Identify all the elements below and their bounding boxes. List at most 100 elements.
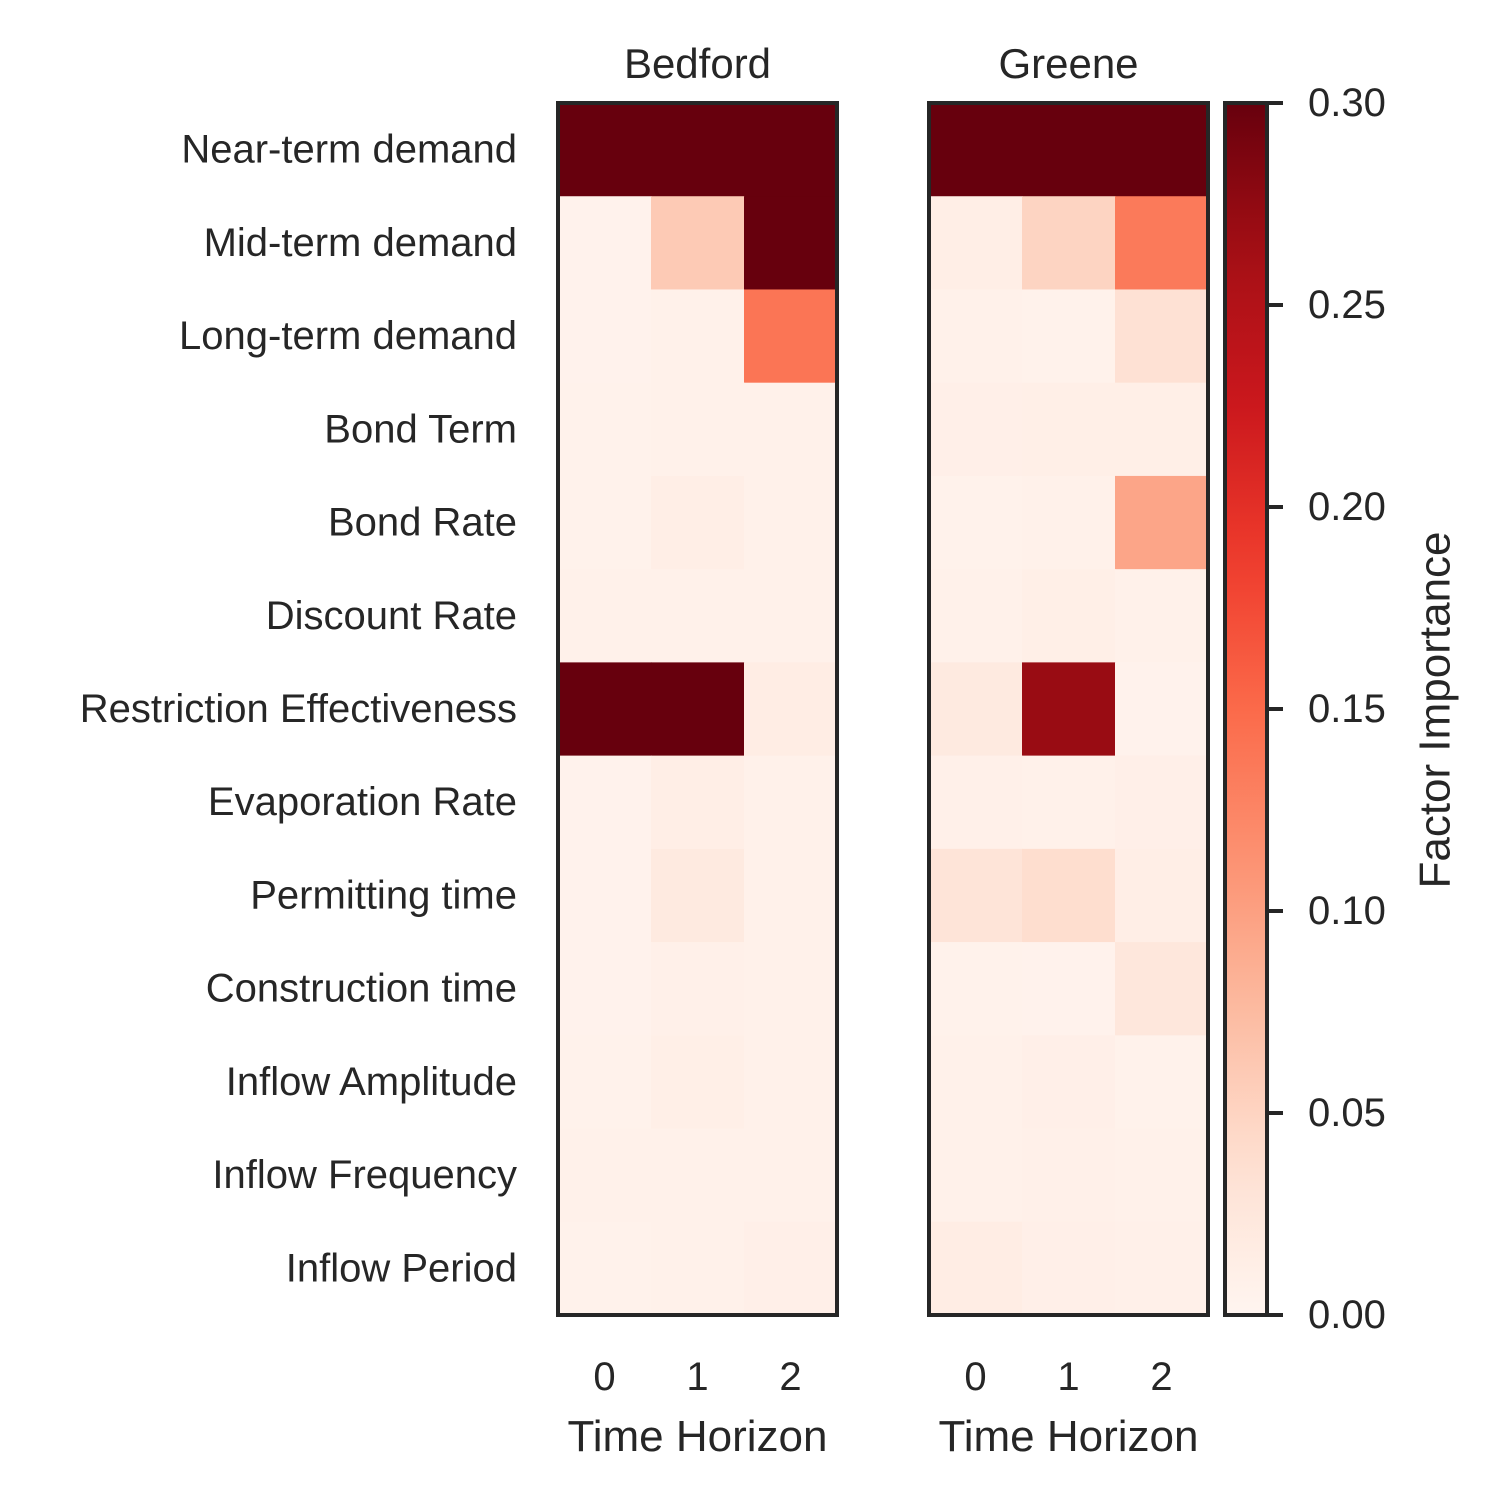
row-label: Bond Term <box>324 407 517 451</box>
heatmap-cell <box>1022 662 1116 757</box>
heatmap-cell <box>1115 755 1209 850</box>
heatmap-cell <box>558 755 652 850</box>
heatmap-cell <box>651 755 745 850</box>
heatmap-cell <box>929 196 1023 291</box>
heatmap-cell <box>651 662 745 757</box>
heatmap-cell <box>651 1128 745 1223</box>
row-label: Inflow Period <box>286 1246 517 1290</box>
x-tick-label: 1 <box>686 1355 708 1399</box>
heatmap-cell <box>1115 569 1209 663</box>
heatmap-cell <box>1022 1128 1116 1223</box>
heatmap-cell <box>929 1221 1023 1316</box>
heatmap-cell <box>744 382 838 477</box>
heatmap-cell <box>744 475 838 570</box>
x-tick-label: 0 <box>593 1355 615 1399</box>
heatmap-cell <box>651 382 745 477</box>
heatmap-cell <box>1115 382 1209 477</box>
heatmap-cell <box>558 196 652 291</box>
heatmap-cell <box>558 1035 652 1130</box>
colorbar-tick-label: 0.00 <box>1308 1293 1386 1337</box>
heatmap-cell <box>651 1035 745 1130</box>
x-tick-label: 1 <box>1057 1355 1079 1399</box>
heatmap-cell <box>1022 382 1116 477</box>
heatmap-cell <box>929 662 1023 757</box>
heatmap-cell <box>558 1128 652 1223</box>
heatmap-cell <box>1022 569 1116 663</box>
row-label: Long-term demand <box>179 314 517 358</box>
row-label: Restriction Effectiveness <box>80 687 517 731</box>
heatmap-cell <box>929 848 1023 943</box>
heatmap-cell <box>1115 942 1209 1036</box>
heatmap-cell <box>1022 1221 1116 1316</box>
colorbar-tick-label: 0.25 <box>1308 283 1386 327</box>
heatmap-cell <box>1022 1035 1116 1130</box>
heatmap-cell <box>651 569 745 663</box>
heatmap-cell <box>929 475 1023 570</box>
panel-title: Bedford <box>624 40 771 87</box>
heatmap-panel-bedford: Bedford 0 1 2 Time Horizon <box>556 40 839 1461</box>
colorbar-gradient <box>1225 103 1267 1315</box>
heatmap-cell <box>744 569 838 663</box>
heatmap-cell <box>651 1221 745 1316</box>
heatmap-cell <box>558 942 652 1036</box>
heatmap-cell <box>1022 289 1116 384</box>
x-axis-title: Time Horizon <box>568 1412 828 1461</box>
heatmap-cell <box>1115 475 1209 570</box>
panel-frame <box>927 101 1210 1317</box>
heatmap-cell <box>558 103 652 197</box>
row-label: Bond Rate <box>328 501 517 545</box>
heatmap-cell <box>558 382 652 477</box>
heatmap-cell <box>744 755 838 850</box>
heatmap-cell <box>1115 103 1209 197</box>
heatmap-cell <box>558 848 652 943</box>
heatmap-panel-greene: Greene 0 1 2 Time Horizon <box>927 40 1210 1461</box>
row-label: Inflow Amplitude <box>226 1060 517 1104</box>
heatmap-cell <box>1022 848 1116 943</box>
row-label: Permitting time <box>250 873 517 917</box>
heatmap-cell <box>744 289 838 384</box>
heatmap-cell <box>929 1128 1023 1223</box>
heatmap-cell <box>929 103 1023 197</box>
colorbar-tick-label: 0.05 <box>1308 1091 1386 1135</box>
heatmap-cell <box>651 196 745 291</box>
panel-title: Greene <box>998 40 1138 87</box>
row-label: Mid-term demand <box>204 221 517 265</box>
heatmap-cell <box>744 1128 838 1223</box>
x-tick-label: 2 <box>779 1355 801 1399</box>
row-label: Evaporation Rate <box>208 780 517 824</box>
heatmap-cell <box>1115 848 1209 943</box>
heatmap-cell <box>651 103 745 197</box>
heatmap-cell <box>1022 475 1116 570</box>
heatmap-cell <box>929 755 1023 850</box>
heatmap-cell <box>558 662 652 757</box>
heatmap-cell <box>1115 1221 1209 1316</box>
heatmap-cell <box>744 942 838 1036</box>
heatmap-cell <box>1022 942 1116 1036</box>
colorbar-tick-label: 0.30 <box>1308 81 1386 125</box>
row-label: Discount Rate <box>266 594 517 638</box>
heatmap-cell <box>1115 289 1209 384</box>
colorbar-label: Factor Importance <box>1411 531 1460 888</box>
heatmap-cell <box>929 569 1023 663</box>
heatmap-cell <box>558 1221 652 1316</box>
heatmap-cell <box>651 942 745 1036</box>
heatmap-cell <box>744 103 838 197</box>
heatmap-cell <box>744 1035 838 1130</box>
row-label: Near-term demand <box>181 128 517 172</box>
heatmap-cell <box>1115 196 1209 291</box>
heatmap-cell <box>744 1221 838 1316</box>
heatmap-cell <box>744 848 838 943</box>
panel-frame <box>556 101 839 1317</box>
heatmap-cell <box>558 569 652 663</box>
heatmap-cell <box>744 662 838 757</box>
x-tick-label: 2 <box>1150 1355 1172 1399</box>
colorbar-tick-label: 0.20 <box>1308 485 1386 529</box>
x-axis-title: Time Horizon <box>939 1412 1199 1461</box>
heatmap-cell <box>1115 1128 1209 1223</box>
row-label: Inflow Frequency <box>212 1153 517 1197</box>
colorbar-tick-label: 0.10 <box>1308 889 1386 933</box>
heatmap-cell <box>929 289 1023 384</box>
heatmap-cell <box>558 289 652 384</box>
